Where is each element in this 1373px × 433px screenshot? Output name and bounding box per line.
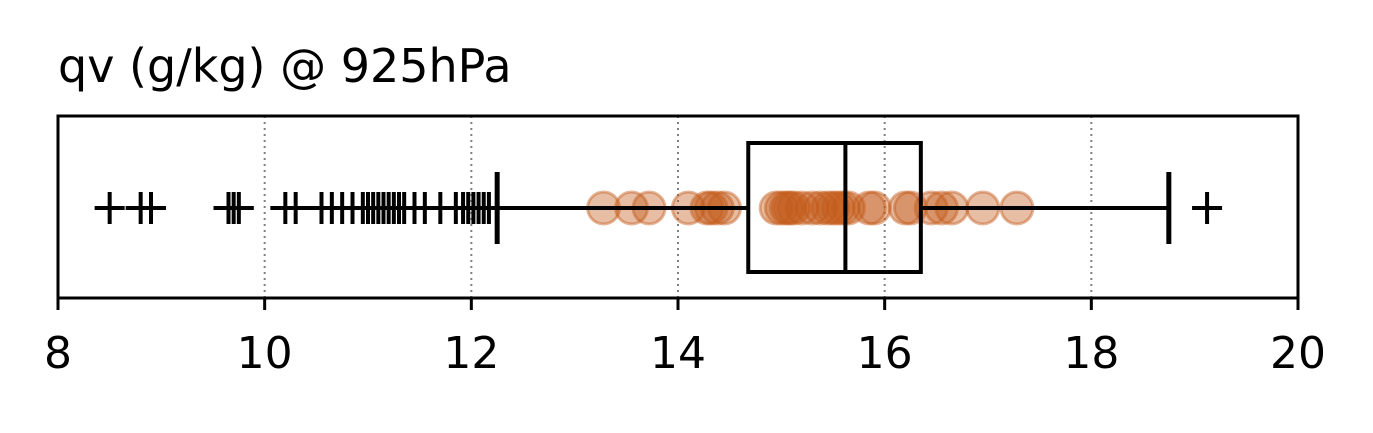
observation-point [772, 190, 808, 226]
observation-point [815, 190, 851, 226]
x-tick-label: 14 [650, 328, 706, 379]
boxplot [494, 141, 1172, 274]
observation-point [784, 190, 820, 226]
x-tick-label: 8 [44, 328, 72, 379]
outlier-marker [280, 192, 311, 224]
observation-point [803, 190, 839, 226]
observation-point [758, 190, 794, 226]
observation-point [794, 190, 830, 226]
x-tick-label: 12 [443, 328, 499, 379]
x-tick-label: 20 [1270, 328, 1326, 379]
x-tick-label: 18 [1063, 328, 1119, 379]
observation-point [769, 190, 804, 226]
observation-point [851, 190, 887, 226]
outlier-markers [94, 192, 1223, 224]
outlier-marker [223, 192, 254, 224]
iqr-box [746, 141, 923, 274]
outlier-marker [1192, 192, 1223, 224]
observation-point [763, 190, 799, 226]
outlier-marker [94, 192, 125, 224]
x-tick-label: 10 [237, 328, 293, 379]
x-tick-label: 16 [857, 328, 913, 379]
observation-point [831, 190, 866, 226]
outlier-marker [136, 192, 166, 224]
chart-title: qv (g/kg) @ 925hPa [58, 39, 512, 93]
observation-point [856, 190, 892, 226]
observation-point [825, 190, 861, 226]
observation-point [776, 190, 812, 226]
x-axis: 8 10 12 14 16 18 20 [44, 298, 1326, 379]
outlier-marker [473, 192, 504, 224]
